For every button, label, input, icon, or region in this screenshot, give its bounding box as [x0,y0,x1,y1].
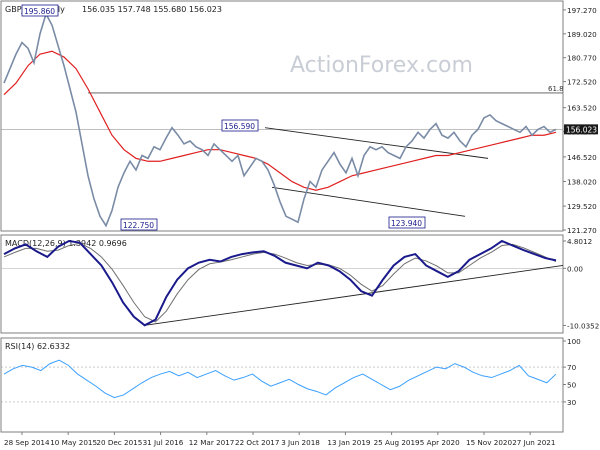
macd-line [3,239,557,327]
last-price-box [564,124,598,135]
macd-trend-line [144,265,564,326]
rsi-panel-title: RSI(14) 62.6332 [5,342,70,351]
price-annotations: 195.860 156.590 122.750 123.940 [21,4,426,231]
x-axis: 28 Sep 2014 10 May 2015 20 Dec 2015 31 Jul … [4,432,555,447]
price-y-tick-label: 189.020 [567,30,597,39]
fib-level-label: 61.8 [548,85,564,93]
macd-y-tick-label: 0.00 [567,264,583,273]
channel-line [271,186,466,217]
price-ohlc-readout: 156.035 157.748 155.680 156.023 [82,5,222,14]
rsi-y-tick-label: 30 [567,398,577,407]
price-y-tick-label: 129.520 [567,202,597,211]
x-tick-label: 28 Sep 2014 [4,438,50,447]
price-y-tick-label: 163.520 [567,104,597,113]
price-annotation-box [120,218,158,231]
moving-average-line [3,50,557,191]
price-panel-frame [0,0,564,232]
macd-y-axis: 4.8012 0.00 -10.0352 [563,237,599,331]
price-annotation-box [388,216,426,229]
rsi-y-tick-label: 100 [567,337,581,346]
x-tick-label: 22 Oct 2017 [235,438,279,447]
x-tick-label: 5 Apr 2020 [420,438,460,447]
price-y-axis: 197.270189.020180.770172.520163.520155.2… [563,6,597,235]
price-y-tick-label: 180.770 [567,54,597,63]
price-y-tick-label: 121.270 [567,226,597,235]
price-y-tick-label: 197.270 [567,6,597,15]
rsi-y-tick-label: 50 [567,381,577,390]
price-annotation-label: 156.590 [224,122,255,131]
last-price-label: 156.023 [566,125,597,134]
x-tick-label: 3 Jun 2018 [281,438,320,447]
rsi-y-tick-label: 70 [567,363,577,372]
price-annotation-box [21,4,59,17]
price-y-tick-label: 138.020 [567,177,597,186]
x-tick-label: 27 Jun 2021 [512,438,555,447]
channel-line [264,127,489,159]
price-annotation-label: 122.750 [123,221,154,230]
price-y-tick-label: 172.520 [567,78,597,87]
x-tick-label: 10 May 2015 [50,438,97,447]
x-tick-label: 15 Nov 2020 [466,438,512,447]
rsi-y-axis: 100 70 50 30 [563,337,581,407]
rsi-level-lines [1,366,563,403]
x-tick-label: 13 Jan 2019 [327,438,371,447]
rsi-line [3,359,557,399]
price-channel-lines [264,127,489,217]
watermark: ActionForex.com [290,53,473,78]
macd-signal-line [3,242,557,323]
price-y-tick-label: 146.520 [567,153,597,162]
macd-y-tick-label: -10.0352 [567,322,599,331]
price-line [3,11,557,228]
x-tick-label: 12 Mar 2017 [189,438,235,447]
price-annotation-box [221,119,259,132]
rsi-panel-frame [0,337,564,433]
price-annotation-label: 123.940 [391,219,422,228]
price-annotation-label: 195.860 [24,7,55,16]
macd-y-tick-label: 4.8012 [567,237,592,246]
x-tick-label: 20 Dec 2015 [96,438,142,447]
x-tick-label: 25 Aug 2019 [374,438,420,447]
x-tick-label: 31 Jul 2016 [143,438,184,447]
